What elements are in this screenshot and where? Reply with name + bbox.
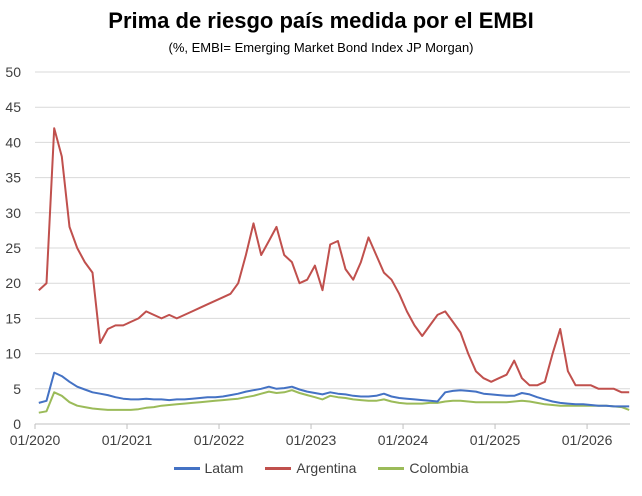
x-tick-label: 01/2023: [286, 432, 337, 448]
legend-item-argentina: Argentina: [265, 460, 356, 476]
y-tick-label: 0: [13, 416, 21, 432]
y-tick-label: 25: [5, 240, 21, 256]
y-tick-label: 45: [5, 99, 21, 115]
legend-swatch-latam: [173, 466, 200, 470]
x-tick-label: 01/2022: [194, 432, 245, 448]
legend-item-colombia: Colombia: [378, 460, 469, 476]
legend-item-latam: Latam: [173, 460, 244, 476]
x-tick-label: 01/2020: [10, 432, 61, 448]
legend: Latam Argentina Colombia: [0, 460, 642, 476]
legend-label-argentina: Argentina: [296, 460, 357, 476]
y-tick-label: 40: [5, 134, 21, 150]
series-line-latam: [38, 371, 630, 408]
series-line-argentina: [38, 127, 630, 394]
y-tick-label: 15: [5, 310, 21, 326]
y-tick-label: 35: [5, 170, 21, 186]
series-lines: [38, 127, 630, 414]
x-tick-labels: 01/2020 01/2021 01/2022 01/2023 01/2024 01/20…: [10, 424, 613, 448]
y-tick-labels: 0 5 10 15 20 25 30 35 40 45 50: [5, 64, 21, 432]
legend-label-colombia: Colombia: [409, 460, 469, 476]
legend-label-latam: Latam: [204, 460, 244, 476]
legend-swatch-colombia: [378, 466, 405, 470]
y-tick-label: 50: [5, 64, 21, 80]
y-tick-label: 10: [5, 346, 21, 362]
grid-lines: [35, 71, 630, 425]
series-line-colombia: [38, 389, 630, 414]
y-tick-label: 5: [13, 381, 21, 397]
y-tick-label: 30: [5, 205, 21, 221]
chart-subtitle: (%, EMBI= Emerging Market Bond Index JP …: [168, 40, 474, 55]
chart-title: Prima de riesgo país medida por el EMBI: [108, 8, 534, 33]
x-tick-label: 01/2021: [102, 432, 153, 448]
y-tick-label: 20: [5, 275, 21, 291]
x-tick-label: 01/2024: [378, 432, 429, 448]
legend-swatch-argentina: [265, 466, 292, 470]
x-tick-label: 01/2025: [470, 432, 521, 448]
x-tick-label: 01/2026: [562, 432, 613, 448]
